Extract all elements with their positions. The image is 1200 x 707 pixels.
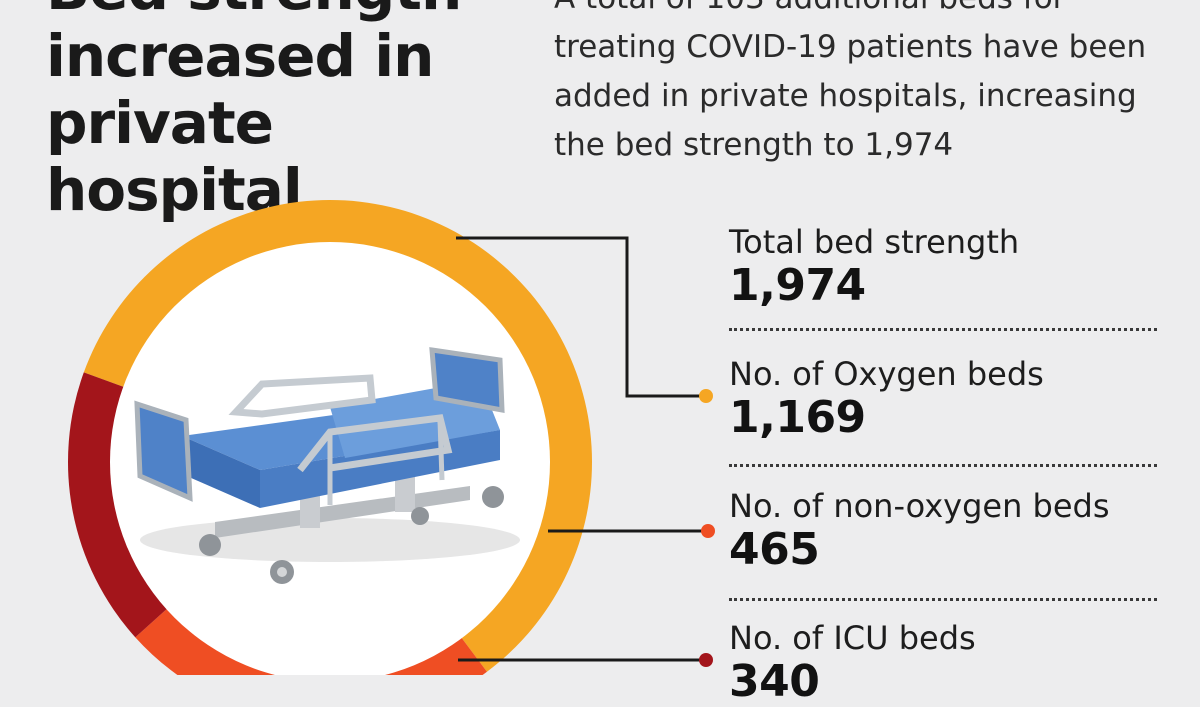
divider — [729, 464, 1157, 467]
chart-subtitle: A total of 103 additional beds for treat… — [554, 0, 1147, 163]
divider — [729, 328, 1157, 331]
stat-oxygen-beds: No. of Oxygen beds 1,169 — [729, 354, 1179, 442]
stat-value: 1,974 — [729, 260, 866, 311]
divider — [729, 598, 1157, 601]
stat-value: 340 — [729, 656, 820, 707]
stat-label: No. of Oxygen beds — [729, 355, 1044, 393]
stat-label: No. of ICU beds — [729, 619, 976, 657]
hospital-bed-icon — [134, 347, 520, 584]
legend-dot-icu — [699, 653, 713, 667]
stat-value: 1,169 — [729, 392, 866, 443]
stat-non-oxygen-beds: No. of non-oxygen beds 465 — [729, 486, 1179, 574]
stat-total-beds: Total bed strength 1,974 — [729, 222, 1179, 310]
stat-label: No. of non-oxygen beds — [729, 487, 1110, 525]
legend-dot-oxygen — [699, 389, 713, 403]
leader-line-oxygen — [456, 236, 700, 398]
leader-lines — [456, 236, 705, 662]
stat-value: 465 — [729, 524, 820, 575]
legend-dot-non-oxygen — [701, 524, 715, 538]
stat-icu-beds: No. of ICU beds 340 — [729, 618, 1179, 706]
stat-label: Total bed strength — [729, 223, 1020, 261]
donut-chart — [67, 200, 715, 675]
chart-title: Bed strength increased in private hospit… — [46, 0, 462, 224]
